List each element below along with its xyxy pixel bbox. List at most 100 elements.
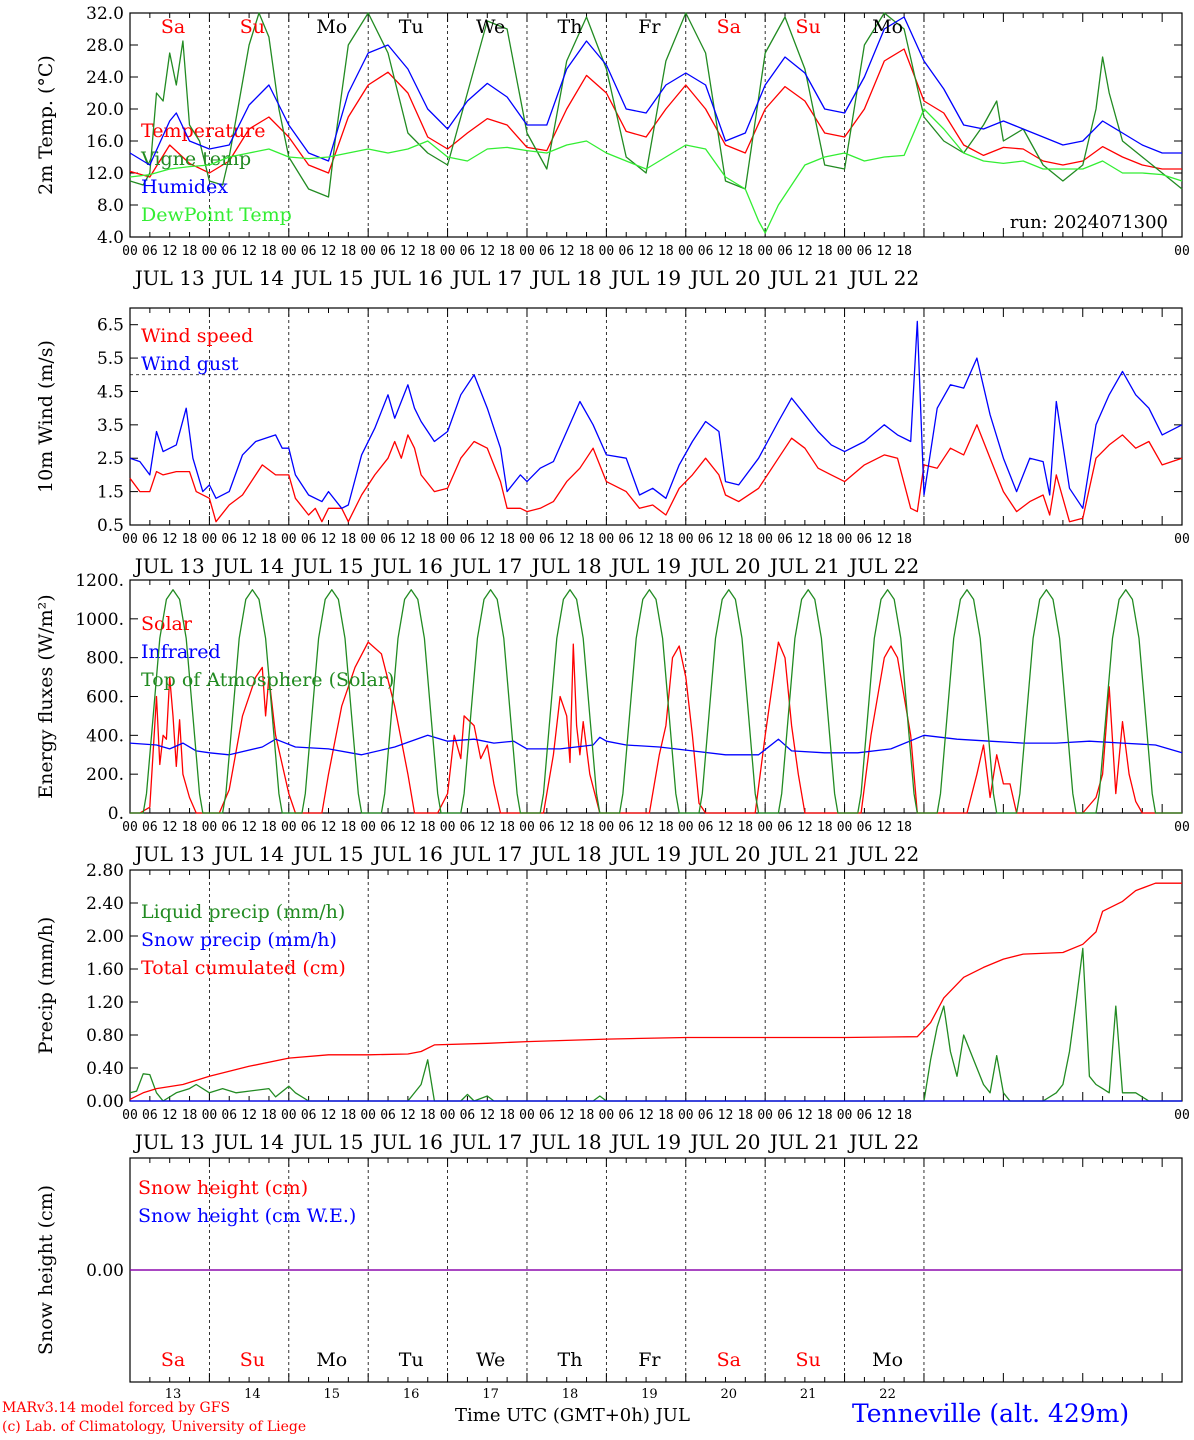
hour-label: 06 [777, 532, 793, 547]
day-number-label: 15 [324, 1387, 341, 1402]
hour-label: 06 [857, 244, 873, 259]
date-label: JUL 13 [133, 842, 205, 866]
hour-label: 06 [301, 244, 317, 259]
date-label: JUL 21 [768, 554, 840, 578]
weekday-label: Su [240, 1349, 265, 1371]
date-label: JUL 14 [212, 554, 284, 578]
hour-label: 06 [777, 1108, 793, 1123]
hour-label: 18 [420, 820, 436, 835]
hour-label: 12 [876, 244, 892, 259]
hour-label: 12 [162, 1108, 178, 1123]
hour-label: 18 [499, 244, 515, 259]
weekday-label: Fr [638, 16, 661, 38]
y-tick-label: 2.80 [86, 861, 124, 881]
y-tick-label: 1.60 [86, 960, 124, 980]
hour-label: 12 [479, 244, 495, 259]
hour-label: 00 [599, 820, 615, 835]
weekday-label: We [476, 16, 505, 38]
hour-label: 00 [757, 244, 773, 259]
hour-label: 06 [857, 820, 873, 835]
series-line-dewpoint-temp [129, 108, 1183, 234]
hour-label: 00 [202, 820, 218, 835]
series-line-wind-gust [129, 320, 1183, 509]
hour-label: 06 [857, 532, 873, 547]
hour-label: 00 [519, 244, 535, 259]
day-number-label: 21 [800, 1387, 817, 1402]
y-tick-label: 0. [108, 804, 124, 824]
hour-label: 06 [301, 1108, 317, 1123]
date-label: JUL 13 [133, 266, 205, 290]
legend-entry: Snow height (cm W.E.) [138, 1205, 356, 1227]
hour-label: 12 [479, 532, 495, 547]
weekday-label: We [476, 1349, 505, 1371]
hour-label: 06 [380, 532, 396, 547]
date-label: JUL 15 [292, 554, 364, 578]
hour-label: 18 [658, 1108, 674, 1123]
hour-label: 00 [360, 244, 376, 259]
hour-label: 00 [519, 532, 535, 547]
date-label: JUL 14 [212, 1130, 284, 1154]
date-label: JUL 20 [688, 554, 760, 578]
y-tick-label: 20.0 [86, 100, 124, 120]
hour-label: 18 [420, 1108, 436, 1123]
date-label: JUL 17 [450, 554, 522, 578]
hour-label: 12 [718, 820, 734, 835]
hour-label: 00 [1174, 820, 1190, 835]
hour-label: 12 [876, 820, 892, 835]
hour-label: 00 [678, 244, 694, 259]
hour-label: 06 [618, 244, 634, 259]
date-label: JUL 15 [292, 842, 364, 866]
hour-label: 00 [281, 820, 297, 835]
hour-label: 18 [737, 820, 753, 835]
weekday-label: Mo [316, 16, 347, 38]
date-label: JUL 20 [688, 266, 760, 290]
legend-entry: Solar [141, 613, 193, 635]
hour-label: 18 [658, 244, 674, 259]
hour-label: 18 [420, 244, 436, 259]
y-tick-label: 0.40 [86, 1059, 124, 1079]
series-line-total-cumulated-cm- [129, 882, 1182, 1100]
y-tick-label: 0.5 [97, 516, 124, 536]
hour-label: 00 [360, 1108, 376, 1123]
hour-label: 12 [559, 244, 575, 259]
date-label: JUL 15 [292, 1130, 364, 1154]
weekday-label: Sa [717, 1349, 741, 1371]
date-label: JUL 17 [450, 842, 522, 866]
hour-label: 00 [837, 1108, 853, 1123]
legend-entry: Liquid precip (mm/h) [141, 901, 345, 923]
hour-label: 06 [618, 532, 634, 547]
date-label: JUL 17 [450, 1130, 522, 1154]
hour-label: 06 [221, 820, 237, 835]
hour-label: 00 [440, 532, 456, 547]
hour-label: 18 [182, 1108, 198, 1123]
hour-label: 18 [341, 1108, 357, 1123]
hour-label: 00 [360, 820, 376, 835]
hour-label: 00 [281, 244, 297, 259]
hour-label: 18 [896, 532, 912, 547]
hour-label: 12 [241, 244, 257, 259]
hour-label: 00 [678, 532, 694, 547]
hour-label: 12 [321, 244, 337, 259]
date-label: JUL 13 [133, 554, 205, 578]
y-axis-label: 10m Wind (m/s) [35, 340, 57, 493]
weekday-label: Th [558, 16, 583, 38]
hour-label: 00 [837, 244, 853, 259]
hour-label: 00 [1174, 244, 1190, 259]
hour-label: 00 [202, 244, 218, 259]
hour-label: 18 [499, 820, 515, 835]
hour-label: 18 [896, 244, 912, 259]
hour-label: 00 [202, 1108, 218, 1123]
date-label: JUL 21 [768, 1130, 840, 1154]
hour-label: 06 [539, 532, 555, 547]
hour-label: 06 [539, 244, 555, 259]
legend-entry: Humidex [141, 176, 228, 198]
y-axis-label: Precip (mm/h) [35, 917, 57, 1055]
hour-label: 06 [301, 820, 317, 835]
hour-label: 06 [301, 532, 317, 547]
day-number-label: 16 [403, 1387, 420, 1402]
hour-label: 12 [638, 532, 654, 547]
day-number-label: 13 [165, 1387, 182, 1402]
series-line-humidex [129, 16, 1182, 166]
hour-label: 06 [618, 820, 634, 835]
y-tick-label: 800. [86, 649, 124, 669]
